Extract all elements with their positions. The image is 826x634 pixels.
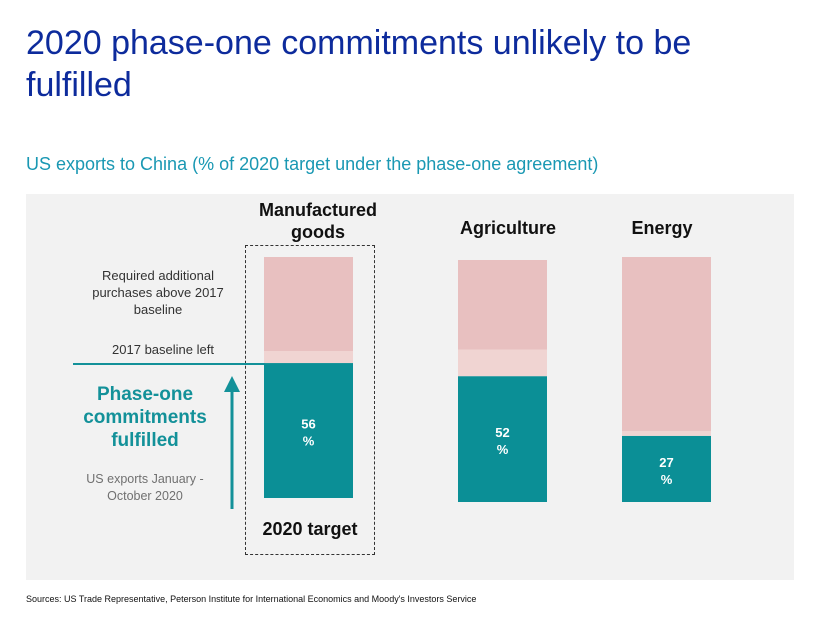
category-label-manufactured-goods: Manufactured goods — [258, 200, 377, 242]
bar-fulfilled-2 — [622, 435, 711, 502]
bars-group: 56 % 52 % 27% — [264, 257, 711, 502]
bar-value-label-0: 56% — [301, 417, 315, 449]
annotation-phase-one-fulfilled: Phase-one commitments fulfilled — [83, 384, 207, 451]
up-arrow-icon — [224, 376, 240, 509]
bar-required_additional-2 — [622, 257, 711, 431]
target-label: 2020 target — [262, 519, 358, 539]
bar-fulfilled-1 — [458, 376, 547, 502]
bar-required_additional-0 — [264, 257, 353, 351]
bar-value-label-2: 27% — [659, 455, 673, 487]
page-title: 2020 phase-one commitments unlikely to b… — [26, 24, 692, 104]
bar-baseline_left-0 — [264, 350, 353, 364]
baseline-divider-line — [73, 363, 265, 365]
bar-baseline_left-1 — [458, 349, 547, 377]
bar-baseline_left-2 — [622, 430, 711, 436]
bar-fulfilled-0 — [264, 363, 353, 498]
category-label-energy: Energy — [631, 218, 693, 238]
annotation-us-exports: US exports January - October 2020 — [86, 472, 204, 503]
target-highlight-box — [245, 245, 375, 555]
annotation-baseline-left: 2017 baseline left — [112, 342, 214, 357]
bar-value-label-1: 52% — [495, 425, 509, 457]
category-label-agriculture: Agriculture — [459, 218, 556, 238]
annotation-required-additional: Required additional purchases above 2017… — [92, 268, 224, 317]
chart-subtitle: US exports to China (% of 2020 target un… — [26, 154, 599, 174]
source-note: Sources: US Trade Representative, Peters… — [26, 594, 477, 604]
bar-required_additional-1 — [458, 260, 547, 350]
